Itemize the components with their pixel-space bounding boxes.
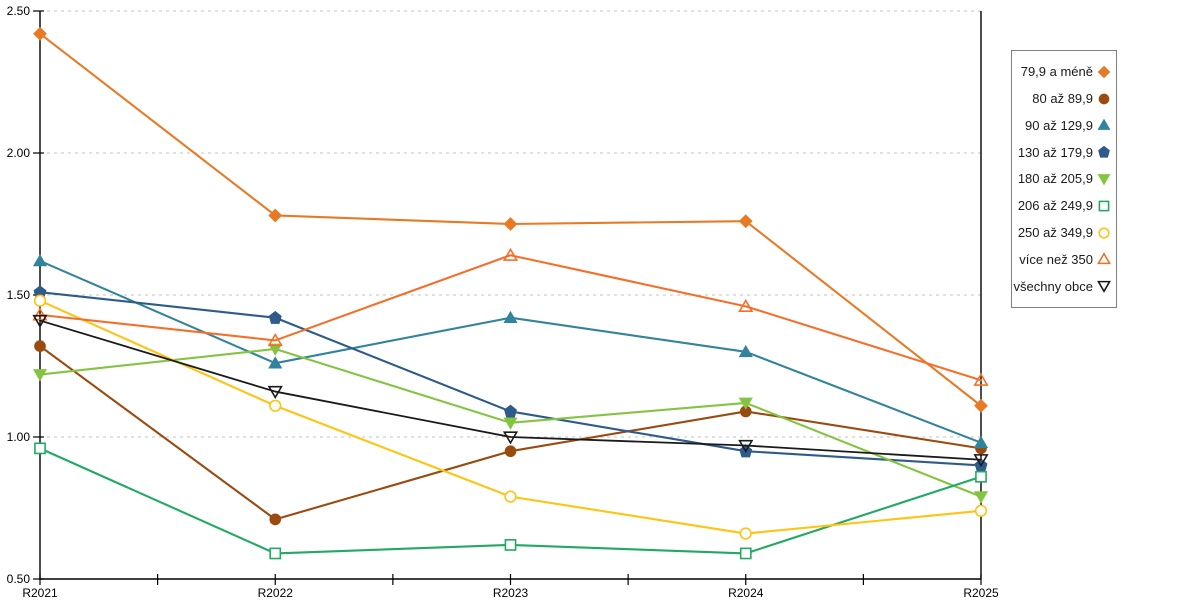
x-tick-label: R2021: [22, 586, 58, 600]
triangle-down-marker-icon: [503, 417, 518, 430]
triangle-down-marker-icon: [1097, 174, 1111, 186]
legend-item: 206 až 249,9: [1012, 198, 1116, 214]
square-icon: [1098, 200, 1110, 212]
circle-marker-icon: [34, 340, 46, 352]
triangle-up-marker-icon: [32, 254, 48, 267]
triangle-up-marker-icon: [973, 435, 989, 449]
legend-item: 250 až 349,9: [1012, 225, 1116, 241]
square-marker-icon: [34, 442, 46, 455]
triangle-up-marker-icon: [738, 344, 753, 358]
series-2: [32, 254, 989, 449]
legend-label: více než 350: [1019, 251, 1093, 267]
legend-item: 79,9 a méně: [1012, 64, 1116, 80]
triangle-up-icon: [1097, 119, 1111, 131]
y-tick-label: 2.00: [7, 146, 31, 160]
triangle-up-marker-icon: [503, 310, 518, 324]
triangle-down-marker-icon: [502, 431, 519, 445]
y-tick-label: 1.00: [7, 430, 31, 444]
square-marker-icon: [975, 470, 987, 483]
pentagon-marker-icon: [268, 310, 282, 324]
diamond-marker-icon: [503, 217, 518, 231]
triangle-down-marker-icon: [268, 343, 283, 356]
triangle-down-marker-icon: [32, 314, 48, 329]
triangle-down-marker-icon: [738, 439, 754, 454]
square-marker-icon: [504, 539, 517, 551]
legend-label: 180 až 205,9: [1017, 171, 1093, 187]
square-marker-icon: [739, 547, 752, 560]
circle-marker-icon: [974, 504, 988, 517]
circle-icon: [1098, 226, 1110, 239]
legend-item: 180 až 205,9: [1012, 171, 1116, 187]
chart-legend: 79,9 a méně 80 až 89,9 90 až 129,9 130 až 1…: [1011, 50, 1117, 308]
triangle-down-icon: [1097, 174, 1111, 186]
x-tick-label: R2025: [963, 586, 999, 600]
square-marker-icon: [269, 547, 282, 560]
legend-item: 80 až 89,9: [1012, 91, 1116, 107]
series-3: [33, 285, 988, 472]
circle-marker-icon: [1098, 226, 1110, 239]
diamond-marker-icon: [974, 398, 988, 413]
legend-label: 250 až 349,9: [1017, 225, 1093, 241]
legend-item: 130 až 179,9: [1012, 144, 1116, 160]
triangle-down-marker-icon: [1097, 281, 1111, 294]
diamond-marker-icon: [1097, 65, 1111, 79]
triangle-up-marker-icon: [267, 332, 283, 347]
circle-icon: [1098, 93, 1110, 104]
legend-item: 90 až 129,9: [1012, 117, 1116, 133]
legend-label: 90 až 129,9: [1025, 117, 1093, 133]
circle-marker-icon: [269, 513, 282, 526]
triangle-down-marker-icon: [973, 454, 989, 468]
triangle-up-icon: [1097, 252, 1111, 265]
circle-marker-icon: [739, 527, 752, 540]
series-8: [32, 314, 989, 468]
diamond-marker-icon: [268, 208, 283, 223]
x-tick-label: R2023: [493, 586, 529, 600]
series-0: [33, 26, 988, 413]
triangle-down-marker-icon: [32, 369, 48, 382]
triangle-down-icon: [1097, 281, 1111, 294]
triangle-down-marker-icon: [267, 385, 283, 400]
circle-marker-icon: [504, 445, 517, 458]
diamond-marker-icon: [33, 26, 47, 41]
circle-marker-icon: [269, 399, 282, 412]
diamond-icon: [1097, 65, 1111, 79]
series-6: [33, 294, 988, 540]
square-marker-icon: [1098, 200, 1110, 212]
circle-marker-icon: [33, 294, 47, 307]
diamond-marker-icon: [738, 214, 753, 229]
legend-item: více než 350: [1012, 251, 1116, 267]
pentagon-marker-icon: [504, 404, 517, 418]
series-line: [38, 254, 983, 382]
series-line: [39, 319, 982, 461]
legend-label: všechny obce: [1013, 278, 1094, 294]
triangle-down-marker-icon: [973, 491, 989, 504]
pentagon-icon: [1098, 145, 1110, 158]
triangle-up-marker-icon: [738, 298, 754, 312]
triangle-up-marker-icon: [973, 372, 989, 386]
legend-label: 80 až 89,9: [1032, 91, 1093, 107]
legend-label: 130 až 179,9: [1017, 144, 1093, 160]
circle-marker-icon: [1098, 93, 1110, 104]
y-tick-label: 2.50: [7, 4, 31, 18]
y-tick-label: 0.50: [7, 572, 31, 586]
series-5: [34, 442, 987, 560]
triangle-down-marker-icon: [738, 397, 753, 410]
legend-item: všechny obce: [1012, 278, 1116, 294]
triangle-up-marker-icon: [502, 247, 519, 261]
x-tick-label: R2024: [728, 586, 764, 600]
pentagon-marker-icon: [1098, 145, 1110, 158]
y-tick-label: 1.50: [7, 288, 31, 302]
series-7: [32, 247, 989, 386]
x-tick-label: R2022: [258, 586, 294, 600]
triangle-up-marker-icon: [1097, 252, 1111, 265]
circle-marker-icon: [504, 490, 517, 503]
legend-label: 206 až 249,9: [1017, 198, 1093, 214]
series-4: [32, 343, 989, 504]
triangle-up-marker-icon: [268, 356, 283, 369]
legend-label: 79,9 a méně: [1020, 64, 1093, 80]
triangle-up-marker-icon: [1097, 119, 1111, 131]
